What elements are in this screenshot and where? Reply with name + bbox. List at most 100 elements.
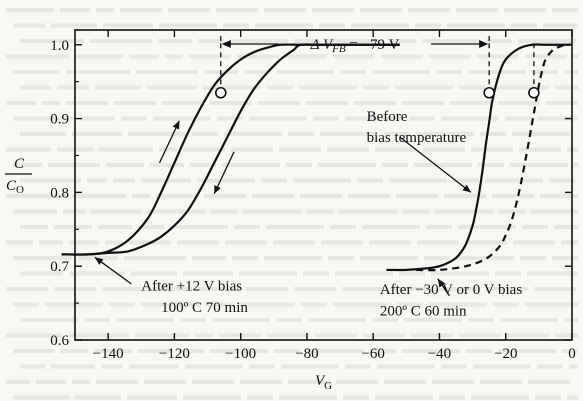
bleed-text-stroke	[198, 287, 240, 291]
bleed-text-stroke	[564, 318, 578, 322]
bleed-text-stroke	[564, 70, 578, 74]
y-tick-label: 0.7	[50, 259, 69, 275]
bleed-text-stroke	[57, 85, 89, 90]
bleed-text-stroke	[51, 23, 97, 28]
bleed-text-stroke	[135, 333, 189, 338]
cv-curve-2	[61, 43, 400, 256]
bleed-text-stroke	[429, 302, 487, 307]
bleed-text-stroke	[127, 395, 177, 400]
bleed-text-stroke	[232, 256, 258, 260]
bleed-text-stroke	[439, 395, 465, 400]
bleed-text-stroke	[552, 8, 578, 12]
bleed-text-stroke	[299, 85, 357, 90]
bleed-text-stroke	[499, 209, 525, 214]
bleed-text-stroke	[525, 54, 567, 59]
bleed-text-stroke	[147, 209, 205, 214]
bleed-text-stroke	[20, 178, 81, 183]
bleed-text-stroke	[192, 380, 234, 384]
bleed-text-stroke	[478, 163, 504, 167]
bleed-text-stroke	[540, 194, 578, 198]
y-den-sub: O	[16, 184, 24, 196]
bleed-text-stroke	[249, 116, 307, 121]
bleed-text-stroke	[255, 23, 313, 28]
after12-pointer-head	[94, 257, 104, 265]
bleed-text-stroke	[328, 256, 354, 260]
bleed-text-stroke	[450, 101, 492, 105]
bleed-text-stroke	[435, 209, 493, 214]
marker-circle	[483, 86, 495, 99]
bleed-text-stroke	[318, 163, 376, 167]
bleed-text-stroke	[423, 147, 465, 152]
bleed-text-stroke	[525, 302, 578, 307]
bleed-text-stroke	[72, 380, 90, 384]
bleed-text-stroke	[138, 349, 172, 353]
bleed-text-stroke	[416, 132, 474, 136]
bleed-text-stroke	[234, 225, 260, 229]
bleed-text-stroke	[190, 163, 216, 167]
bleed-text-stroke	[498, 349, 556, 353]
bleed-text-stroke	[20, 85, 51, 90]
bleed-text-stroke	[69, 333, 129, 338]
bleed-text-stroke	[354, 101, 396, 105]
bleed-text-stroke	[432, 380, 474, 384]
bleed-text-stroke	[54, 225, 92, 229]
bleed-text-stroke	[78, 256, 118, 260]
bleed-text-stroke	[159, 23, 217, 28]
bleed-text-stroke	[285, 54, 327, 59]
x-tick-label: −140	[93, 346, 124, 362]
bleed-text-stroke	[370, 349, 396, 353]
bleed-text-stroke	[165, 54, 183, 59]
after-12v-label-line1: After +12 V bias	[141, 279, 242, 295]
delta-vfb-label: Δ VFB = −79 V	[310, 37, 400, 55]
after-30v-label-line2: 200º C 60 min	[380, 304, 467, 320]
bleed-text-stroke	[492, 194, 534, 198]
bleed-text-stroke	[223, 23, 249, 28]
y-tick-label: 1.0	[50, 38, 69, 54]
bleed-text-stroke	[486, 39, 512, 43]
bleed-text-stroke	[493, 302, 519, 307]
bleed-text-stroke	[131, 271, 177, 276]
bleed-text-stroke	[303, 271, 329, 276]
bleed-text-stroke	[69, 271, 125, 276]
bleed-text-stroke	[339, 209, 397, 214]
bleed-text-stroke	[211, 209, 237, 214]
bleed-text-stroke	[330, 225, 356, 229]
bleed-text-stroke	[95, 85, 141, 90]
bleed-text-stroke	[13, 116, 75, 121]
bleed-text-stroke	[105, 240, 123, 245]
bleed-text-stroke	[267, 85, 293, 90]
bleed-text-stroke	[441, 364, 467, 369]
bleed-text-stroke	[132, 194, 150, 198]
bleed-text-stroke	[504, 8, 546, 12]
bleed-text-stroke	[399, 271, 425, 276]
bleed-text-stroke	[308, 318, 366, 322]
bleed-text-stroke	[372, 70, 430, 74]
y-tick-label: 0.9	[50, 112, 69, 128]
bleed-text-stroke	[101, 364, 123, 369]
bleed-text-stroke	[81, 116, 115, 121]
marker-circle	[528, 86, 540, 99]
bleed-text-stroke	[511, 23, 537, 28]
bleed-text-stroke	[312, 8, 354, 12]
bleed-text-stroke	[458, 225, 516, 229]
bleed-text-stroke	[480, 132, 506, 136]
bleed-text-stroke	[456, 8, 498, 12]
y-axis-label-numerator: C	[14, 156, 25, 172]
bleed-text-stroke	[66, 70, 130, 74]
bleed-text-stroke	[453, 178, 479, 183]
bleed-text-stroke	[567, 395, 578, 400]
bleed-text-stroke	[183, 147, 225, 152]
bleed-text-stroke	[20, 271, 63, 276]
bleed-text-stroke	[300, 194, 342, 198]
bleed-text-stroke	[306, 101, 348, 105]
bleed-text-stroke	[384, 380, 426, 384]
bleed-text-stroke	[178, 349, 204, 353]
bleed-text-stroke	[549, 178, 575, 183]
bleed-text-stroke	[230, 39, 288, 43]
bleed-text-stroke	[546, 101, 578, 105]
bleed-text-stroke	[113, 178, 135, 183]
bleed-text-stroke	[197, 178, 255, 183]
bleed-text-stroke	[520, 256, 546, 260]
bleed-text-stroke	[459, 333, 501, 338]
